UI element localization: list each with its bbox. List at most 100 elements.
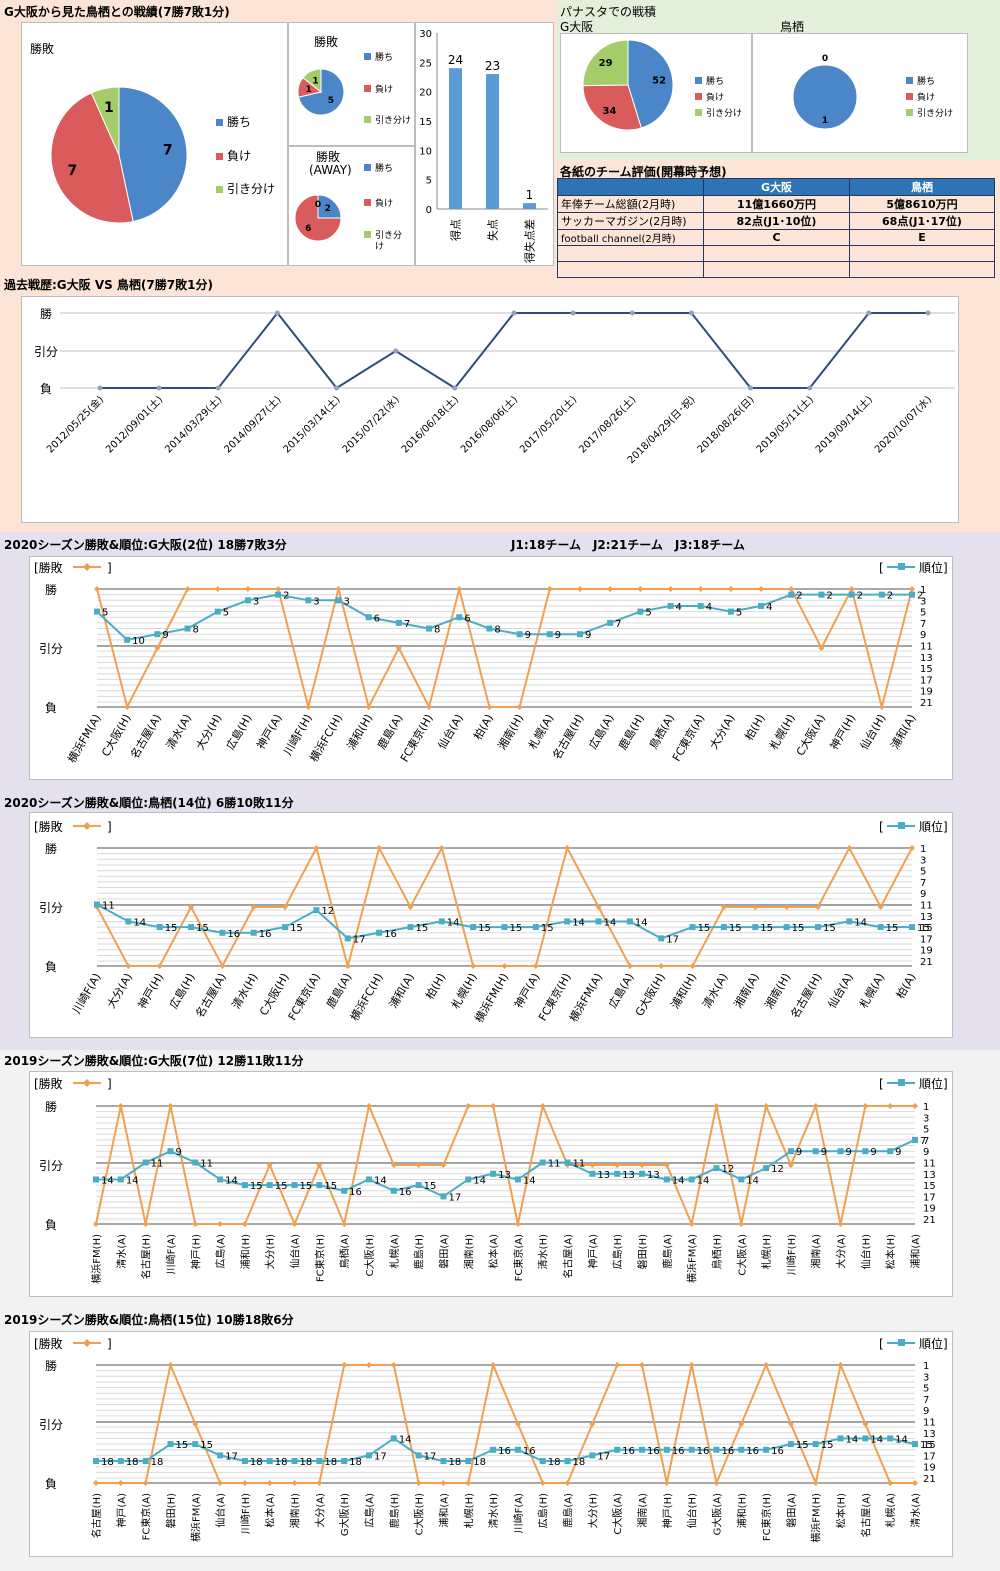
s2020g-rank-point bbox=[305, 597, 312, 604]
s2019g-x-label: 鳥栖(A) bbox=[338, 1234, 351, 1269]
s2020g-rank-point bbox=[878, 591, 885, 598]
s2020g-wl-point bbox=[848, 586, 855, 592]
s2020g-wl-point bbox=[365, 704, 372, 710]
s2019t-rank-point bbox=[117, 1458, 124, 1465]
s2020g-rank-point bbox=[395, 619, 402, 626]
s2020t-rank-point bbox=[250, 929, 257, 936]
s2019g-rank-point bbox=[217, 1176, 224, 1183]
s2020t-rank-point bbox=[376, 929, 383, 936]
s2020t-rank-label: 15 bbox=[917, 923, 930, 934]
s2020t-wl-point bbox=[846, 845, 853, 851]
s2019g-title: 2019シーズン勝敗&順位:G大阪(7位) 12勝11敗11分 bbox=[4, 1054, 304, 1068]
s2019g-x-label: 横浜FM(A) bbox=[686, 1234, 699, 1283]
s2019t-x-label: 清水(H) bbox=[487, 1493, 500, 1528]
s2020t-legend-rank-marker bbox=[898, 822, 905, 829]
s2019t-legend-wl: [勝敗 bbox=[34, 1336, 63, 1351]
main-pie-legend-draw: 引き分け bbox=[216, 180, 275, 197]
s2019g-rank-label: 13 bbox=[597, 1170, 610, 1181]
s2019g-rank-label: 14 bbox=[126, 1175, 139, 1186]
s2019g-rank-label: 11 bbox=[151, 1159, 164, 1170]
home-pie-label: 勝敗 bbox=[314, 35, 339, 49]
s2019t-rank-point bbox=[390, 1435, 397, 1442]
s2020t-x-label: 広島(A) bbox=[605, 971, 636, 1011]
s2020g-wl-point bbox=[637, 586, 644, 592]
s2020t-rank-tick: 7 bbox=[920, 878, 926, 889]
history-x-label: 2015/03/14(土) bbox=[280, 393, 343, 456]
s2020g-wl-point bbox=[607, 586, 614, 592]
away-pie-legend-loss: 負け bbox=[364, 196, 393, 209]
s2019t-wl-point bbox=[241, 1480, 248, 1486]
history-y-tick: 勝 bbox=[40, 306, 52, 321]
s2019g-rank-point bbox=[589, 1170, 596, 1177]
s2019g-rank-label: 14 bbox=[101, 1175, 114, 1186]
bar-y-tick: 20 bbox=[419, 88, 432, 99]
s2019t-wl-point bbox=[738, 1421, 745, 1427]
s2019t-rank-label: 18 bbox=[473, 1457, 486, 1468]
s2020g-rank-label: 9 bbox=[585, 630, 591, 641]
s2020t-x-label: 浦和(A) bbox=[387, 971, 417, 1011]
s2020t-wl-point bbox=[282, 904, 289, 910]
s2020g-rank-label: 2 bbox=[283, 591, 289, 602]
s2019t-wl-point bbox=[465, 1480, 472, 1486]
s2020t-x-label: C大阪(H) bbox=[256, 971, 291, 1018]
s2020g-wl-point bbox=[878, 704, 885, 710]
s2020t-rank-point bbox=[501, 924, 508, 931]
s2020g-wl-point bbox=[576, 586, 583, 592]
s2019g-x-label: 名古屋(H) bbox=[140, 1234, 153, 1279]
away-pie-legend-win: 勝ち bbox=[364, 161, 393, 174]
s2019t-rank-point bbox=[738, 1446, 745, 1453]
s2020t-rank-point bbox=[470, 924, 477, 931]
s2020g-rank-point bbox=[758, 602, 765, 609]
bar-category-label: 得失点差 bbox=[523, 219, 537, 263]
s2019t-wl-point bbox=[217, 1480, 224, 1486]
s2020t-rank-tick: 21 bbox=[920, 957, 933, 968]
s2020t-rank-tick: 3 bbox=[920, 855, 926, 866]
s2019g-rank-tick: 21 bbox=[923, 1215, 936, 1226]
s2019t-x-label: 浦和(H) bbox=[735, 1493, 748, 1528]
s2020g-rank-label: 5 bbox=[736, 608, 742, 619]
s2020g-rank-point bbox=[214, 608, 221, 615]
s2019g-rank-label: 13 bbox=[647, 1170, 660, 1181]
s2020g-rank-tick: 19 bbox=[920, 687, 933, 698]
s2019t-x-label: 湘南(H) bbox=[289, 1493, 302, 1528]
s2019g-x-label: 磐田(H) bbox=[636, 1234, 649, 1269]
s2020t-rank-label: 14 bbox=[133, 917, 146, 928]
s2019t-rank-tick: 13 bbox=[923, 1429, 936, 1440]
s2019g-wl-point bbox=[738, 1221, 745, 1227]
s2019g-legend-wl: [勝敗 bbox=[34, 1076, 63, 1091]
s2019t-rank-point bbox=[366, 1452, 372, 1459]
s2019g-rank-point bbox=[713, 1165, 720, 1172]
s2020g-rank-point bbox=[848, 591, 855, 598]
s2020g-rank-point bbox=[727, 608, 734, 615]
s2019t-wl-point bbox=[390, 1362, 397, 1368]
s2020g-x-label: 仙台(H) bbox=[857, 712, 889, 753]
s2019t-rank-point bbox=[887, 1435, 894, 1442]
s2020g-x-label: 柏(H) bbox=[742, 712, 768, 743]
history-point bbox=[274, 310, 280, 316]
s2019g-x-label: 広島(A) bbox=[214, 1234, 227, 1269]
history-x-label: 2016/08/06(土) bbox=[458, 393, 521, 456]
s2019t-rank-tick: 15 bbox=[923, 1440, 936, 1451]
s2020g-wl-point bbox=[516, 704, 523, 710]
s2019g-rank-point bbox=[887, 1148, 894, 1155]
s2019g-x-label: 鹿島(A) bbox=[661, 1234, 674, 1269]
s2020t-y-loss: 負 bbox=[45, 960, 57, 974]
s2019g-rank-label: 17 bbox=[448, 1192, 461, 1203]
s2020g-rank-tick: 13 bbox=[920, 653, 933, 664]
s2019g-rank-label: 13 bbox=[498, 1170, 511, 1181]
s2020g-x-label: 広島(A) bbox=[586, 712, 617, 752]
history-x-label: 2015/07/22(水) bbox=[340, 394, 402, 456]
s2019g-rank-label: 14 bbox=[746, 1175, 759, 1186]
away-pie-legend-draw: 引き分け bbox=[364, 231, 402, 253]
s2019g-rank-label: 12 bbox=[721, 1164, 734, 1175]
s2020t-rank-point bbox=[188, 924, 195, 931]
s2019g-rank-point bbox=[564, 1159, 571, 1166]
s2019t-y-draw: 引分 bbox=[39, 1418, 63, 1432]
s2020t-rank-label: 14 bbox=[604, 917, 617, 928]
s2019g-rank-label: 9 bbox=[870, 1147, 876, 1158]
s2019g-rank-point bbox=[639, 1170, 645, 1177]
s2020t-rank-label: 14 bbox=[572, 917, 585, 928]
s2019g-rank-label: 15 bbox=[300, 1181, 313, 1192]
s2020g-rank-label: 5 bbox=[645, 608, 651, 619]
history-point bbox=[334, 385, 340, 391]
